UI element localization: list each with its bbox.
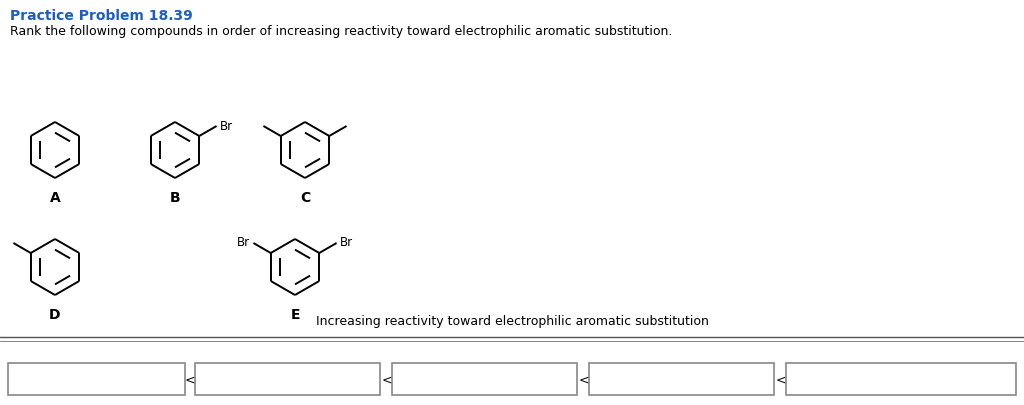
Bar <box>195 363 380 395</box>
Text: Rank the following compounds in order of increasing reactivity toward electrophi: Rank the following compounds in order of… <box>10 25 673 38</box>
Text: D: D <box>49 307 60 321</box>
Bar <box>589 363 774 395</box>
Text: <: < <box>579 373 589 386</box>
Text: C: C <box>300 190 310 205</box>
Text: B: B <box>170 190 180 205</box>
Text: Br: Br <box>238 236 251 249</box>
Text: Practice Problem 18.39: Practice Problem 18.39 <box>10 9 193 23</box>
Text: Br: Br <box>219 119 232 132</box>
Bar <box>392 363 577 395</box>
Bar <box>8 363 185 395</box>
Text: A: A <box>49 190 60 205</box>
Text: <: < <box>776 373 786 386</box>
Text: Br: Br <box>340 236 352 249</box>
Text: <: < <box>382 373 392 386</box>
Text: E: E <box>290 307 300 321</box>
Text: Increasing reactivity toward electrophilic aromatic substitution: Increasing reactivity toward electrophil… <box>315 314 709 327</box>
Bar <box>786 363 1016 395</box>
Text: <: < <box>184 373 196 386</box>
